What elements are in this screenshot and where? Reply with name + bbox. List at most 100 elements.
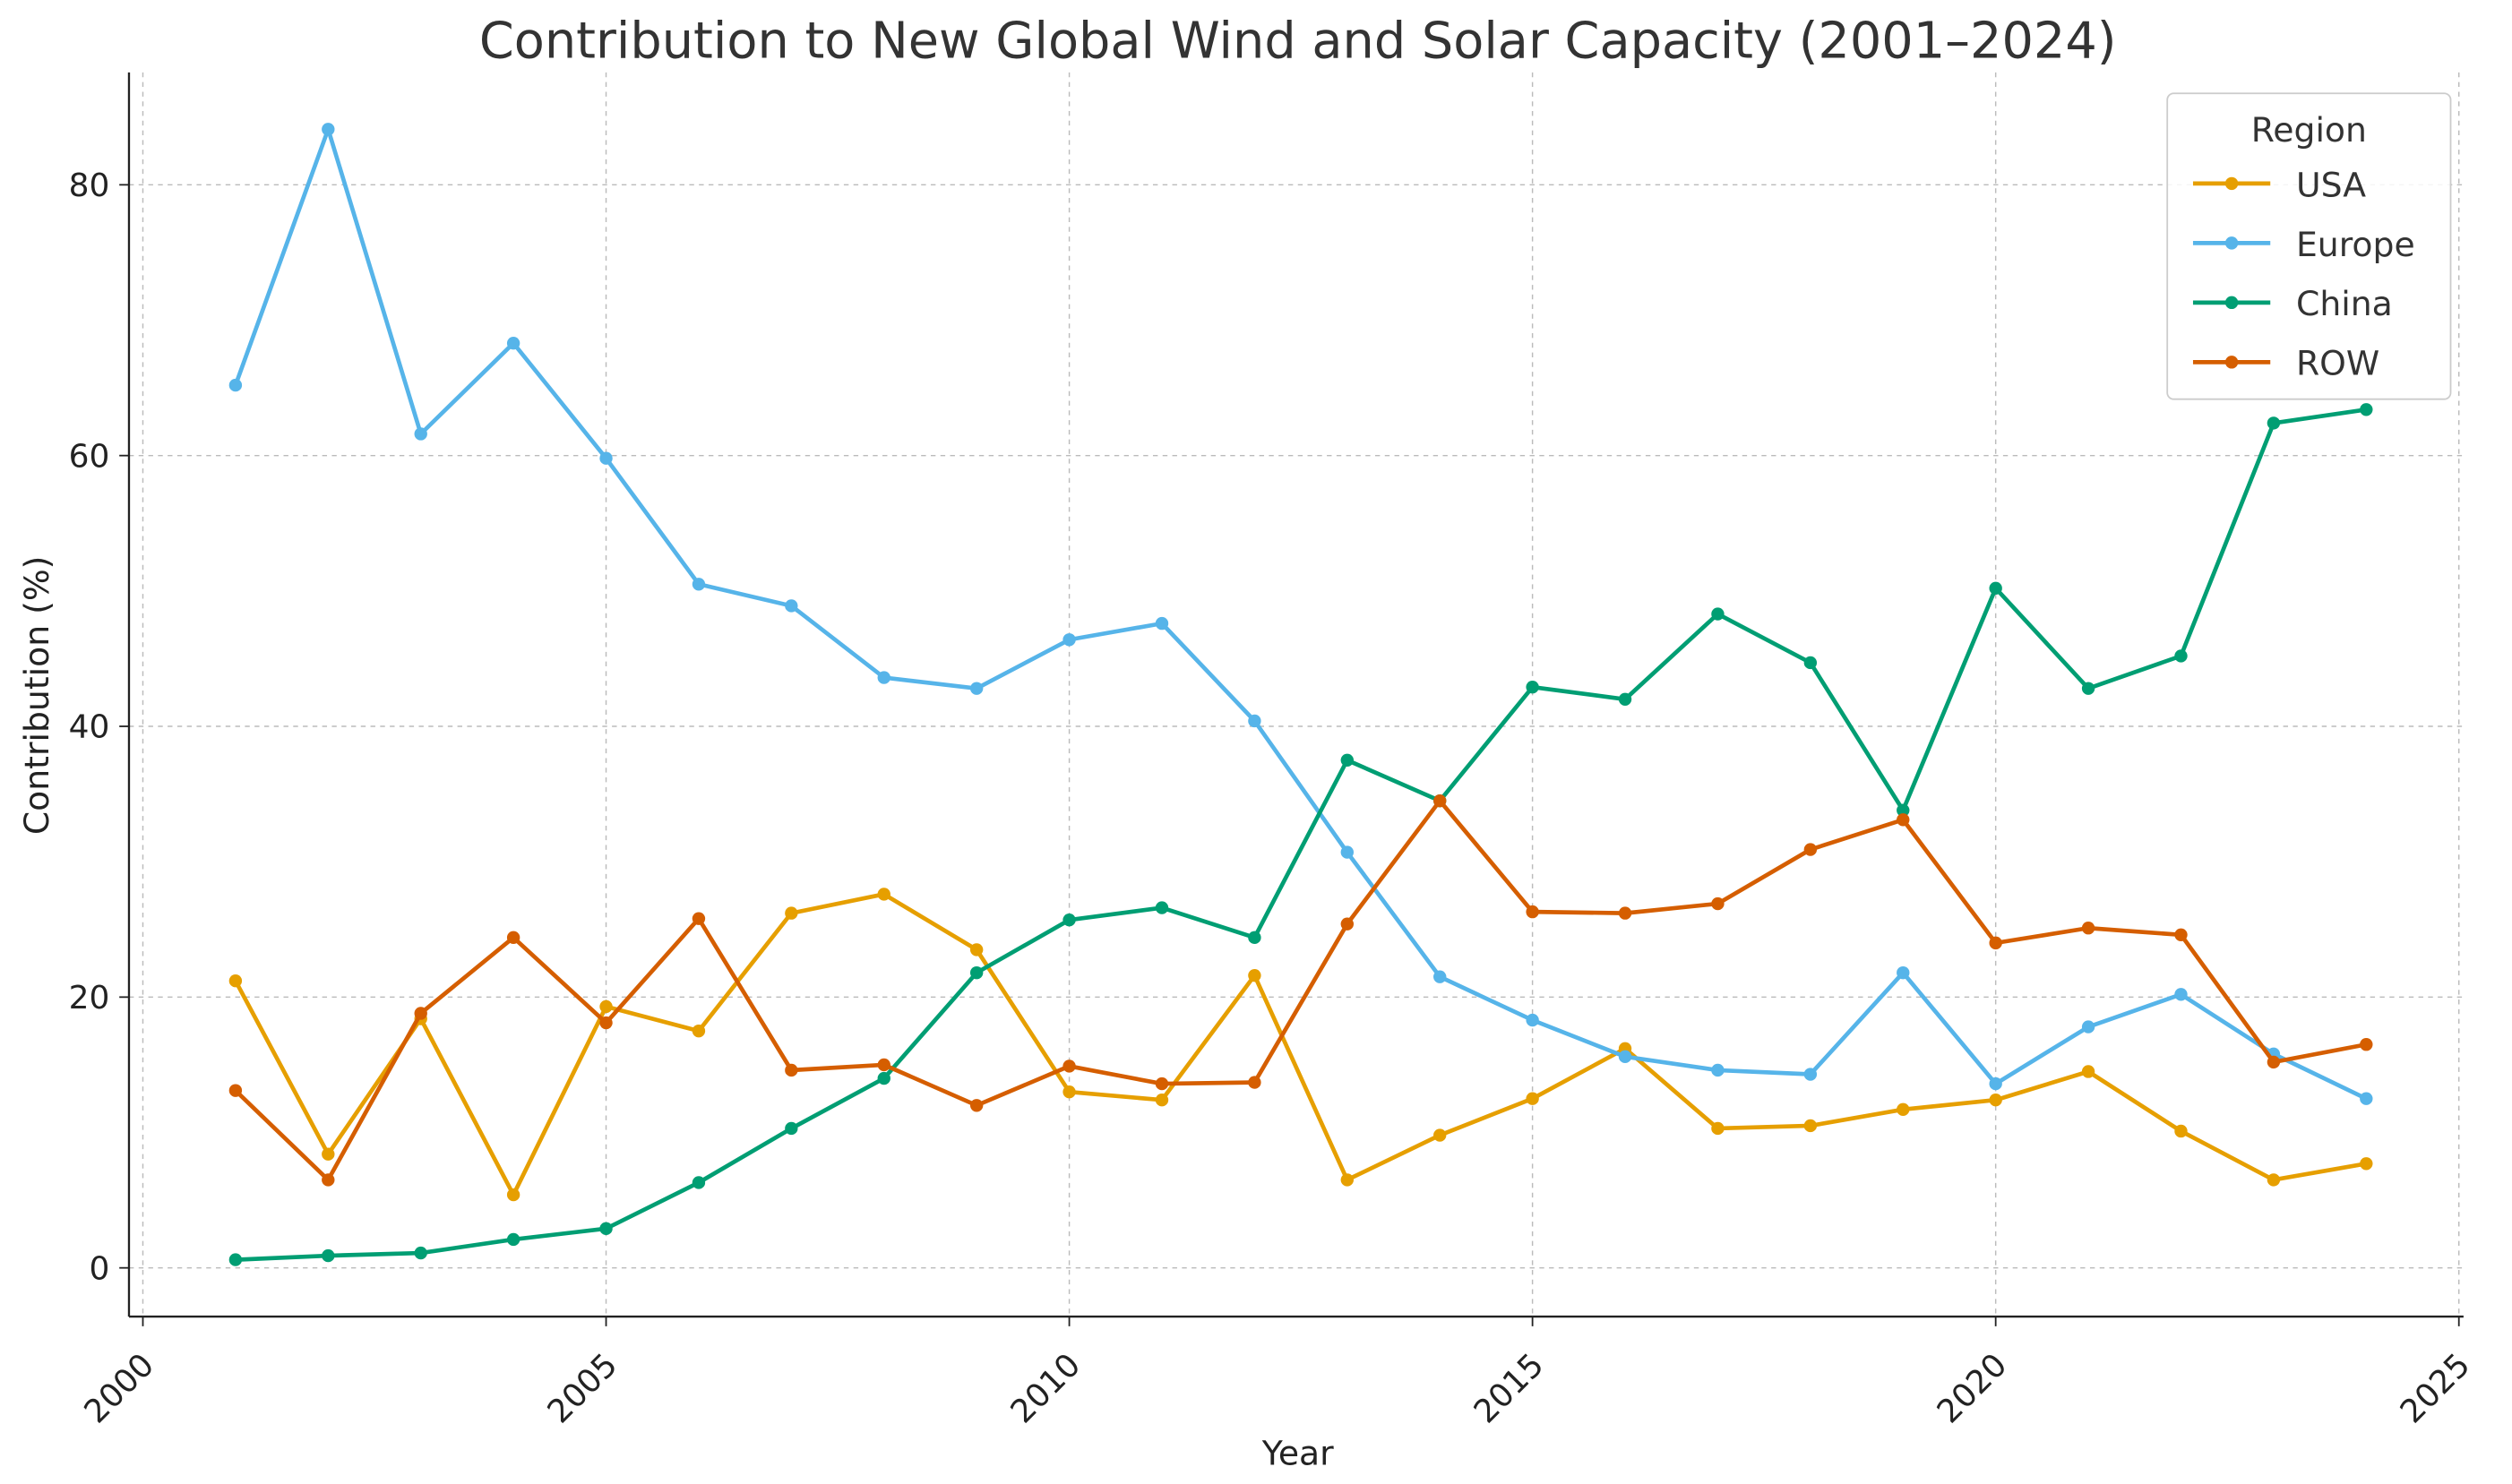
data-point	[969, 1099, 984, 1112]
data-point	[228, 974, 243, 988]
data-point	[1897, 813, 1910, 827]
data-point	[1803, 1068, 1818, 1081]
data-point	[1526, 680, 1539, 694]
data-point	[506, 337, 520, 350]
data-point	[2360, 1157, 2373, 1171]
y-tick-label: 60	[69, 438, 110, 475]
data-point	[2174, 649, 2188, 663]
legend-title: Region	[2251, 110, 2367, 150]
data-point	[1433, 1128, 1447, 1142]
data-point	[228, 1084, 243, 1097]
data-point	[1062, 633, 1076, 647]
data-point	[877, 1058, 890, 1072]
data-point	[2360, 1038, 2373, 1051]
y-tick-label: 80	[69, 167, 110, 204]
legend-label-row: ROW	[2296, 344, 2379, 383]
x-tick-label: 2005	[541, 1347, 625, 1431]
data-point	[1989, 581, 2002, 596]
legend: Region USA Europe China ROW	[2166, 92, 2452, 400]
data-point	[1155, 1077, 1169, 1091]
x-tick-label: 2000	[78, 1347, 162, 1431]
data-point	[2174, 928, 2188, 941]
series-line-china	[235, 407, 2367, 1262]
data-point	[692, 578, 706, 591]
data-point	[1248, 931, 1261, 945]
data-point	[1062, 913, 1076, 927]
data-point	[2081, 1065, 2095, 1078]
data-point	[228, 1253, 243, 1266]
data-point	[785, 599, 798, 613]
data-point	[506, 1188, 520, 1202]
legend-marker-row	[2224, 356, 2239, 369]
data-point	[1155, 616, 1169, 630]
data-point	[2267, 1173, 2281, 1187]
data-point	[1989, 1094, 2002, 1107]
series-line-usa	[233, 892, 2367, 1197]
legend-label-china: China	[2296, 284, 2393, 323]
data-point	[1155, 1094, 1169, 1107]
grid	[128, 72, 2464, 1317]
data-point	[1340, 1173, 1354, 1187]
data-point	[969, 965, 984, 980]
data-point	[785, 1121, 798, 1136]
data-point	[1989, 1077, 2002, 1091]
data-point	[2267, 416, 2281, 430]
series-europe	[228, 123, 2373, 1105]
series-line-europe	[233, 127, 2368, 1101]
data-point	[1340, 917, 1354, 931]
data-point	[692, 1176, 706, 1189]
x-axis-label: Year	[1261, 1433, 1334, 1472]
x-tick-label: 2015	[1467, 1347, 1552, 1431]
x-tick-label: 2025	[2394, 1347, 2478, 1431]
data-point	[414, 1007, 427, 1020]
data-point	[322, 1147, 335, 1161]
data-point	[1433, 793, 1447, 808]
data-point	[1248, 968, 1261, 982]
data-point	[877, 1071, 890, 1085]
legend-box	[2166, 92, 2452, 400]
data-point	[1248, 714, 1261, 728]
data-point	[2267, 1055, 2281, 1069]
data-point	[1803, 656, 1818, 670]
legend-marker-usa	[2224, 176, 2239, 191]
data-point	[1526, 1092, 1539, 1105]
series-layer	[228, 123, 2373, 1266]
data-point	[1803, 1119, 1818, 1133]
data-point	[1526, 1013, 1539, 1027]
legend-marker-china	[2224, 296, 2239, 310]
data-point	[1618, 692, 1632, 706]
data-point	[322, 1173, 335, 1187]
data-point	[1618, 1050, 1632, 1064]
data-point	[2174, 1124, 2188, 1138]
data-point	[2174, 988, 2188, 1001]
data-point	[506, 1232, 520, 1247]
data-point	[599, 1222, 613, 1236]
data-point	[2360, 1092, 2373, 1105]
data-point	[322, 123, 335, 136]
data-point	[414, 427, 427, 441]
legend-label-usa: USA	[2296, 165, 2366, 204]
data-point	[322, 1248, 335, 1263]
series-row	[228, 793, 2373, 1187]
series-china	[228, 403, 2373, 1266]
data-point	[785, 906, 798, 920]
y-tick-label: 20	[69, 980, 110, 1016]
series-line-row	[234, 798, 2367, 1182]
legend-label-europe: Europe	[2296, 225, 2415, 264]
data-point	[785, 1063, 798, 1077]
data-point	[2360, 403, 2373, 416]
data-point	[877, 671, 890, 684]
y-tick-label: 40	[69, 709, 110, 746]
data-point	[1618, 906, 1632, 920]
data-point	[692, 1024, 706, 1038]
data-point	[1897, 965, 1910, 980]
data-point	[1711, 1121, 1725, 1136]
data-point	[1711, 896, 1725, 911]
data-point	[969, 682, 984, 695]
data-point	[228, 378, 243, 392]
data-point	[2081, 682, 2095, 695]
y-tick-label: 0	[90, 1250, 110, 1287]
data-point	[1062, 1085, 1076, 1099]
data-point	[692, 912, 706, 925]
